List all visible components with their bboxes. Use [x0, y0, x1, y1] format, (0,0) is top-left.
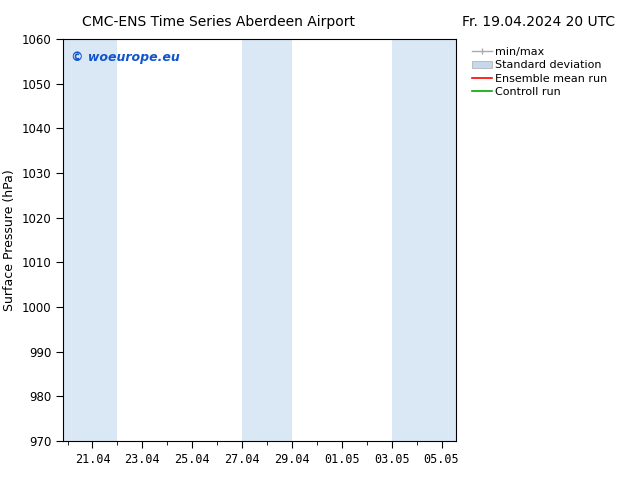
- Bar: [242, 39, 292, 441]
- Text: Fr. 19.04.2024 20 UTC: Fr. 19.04.2024 20 UTC: [462, 15, 615, 29]
- Bar: [63, 39, 117, 441]
- Bar: [392, 39, 456, 441]
- Text: CMC-ENS Time Series Aberdeen Airport: CMC-ENS Time Series Aberdeen Airport: [82, 15, 356, 29]
- Legend: min/max, Standard deviation, Ensemble mean run, Controll run: min/max, Standard deviation, Ensemble me…: [470, 45, 611, 99]
- Text: © woeurope.eu: © woeurope.eu: [71, 51, 180, 64]
- Y-axis label: Surface Pressure (hPa): Surface Pressure (hPa): [3, 169, 16, 311]
